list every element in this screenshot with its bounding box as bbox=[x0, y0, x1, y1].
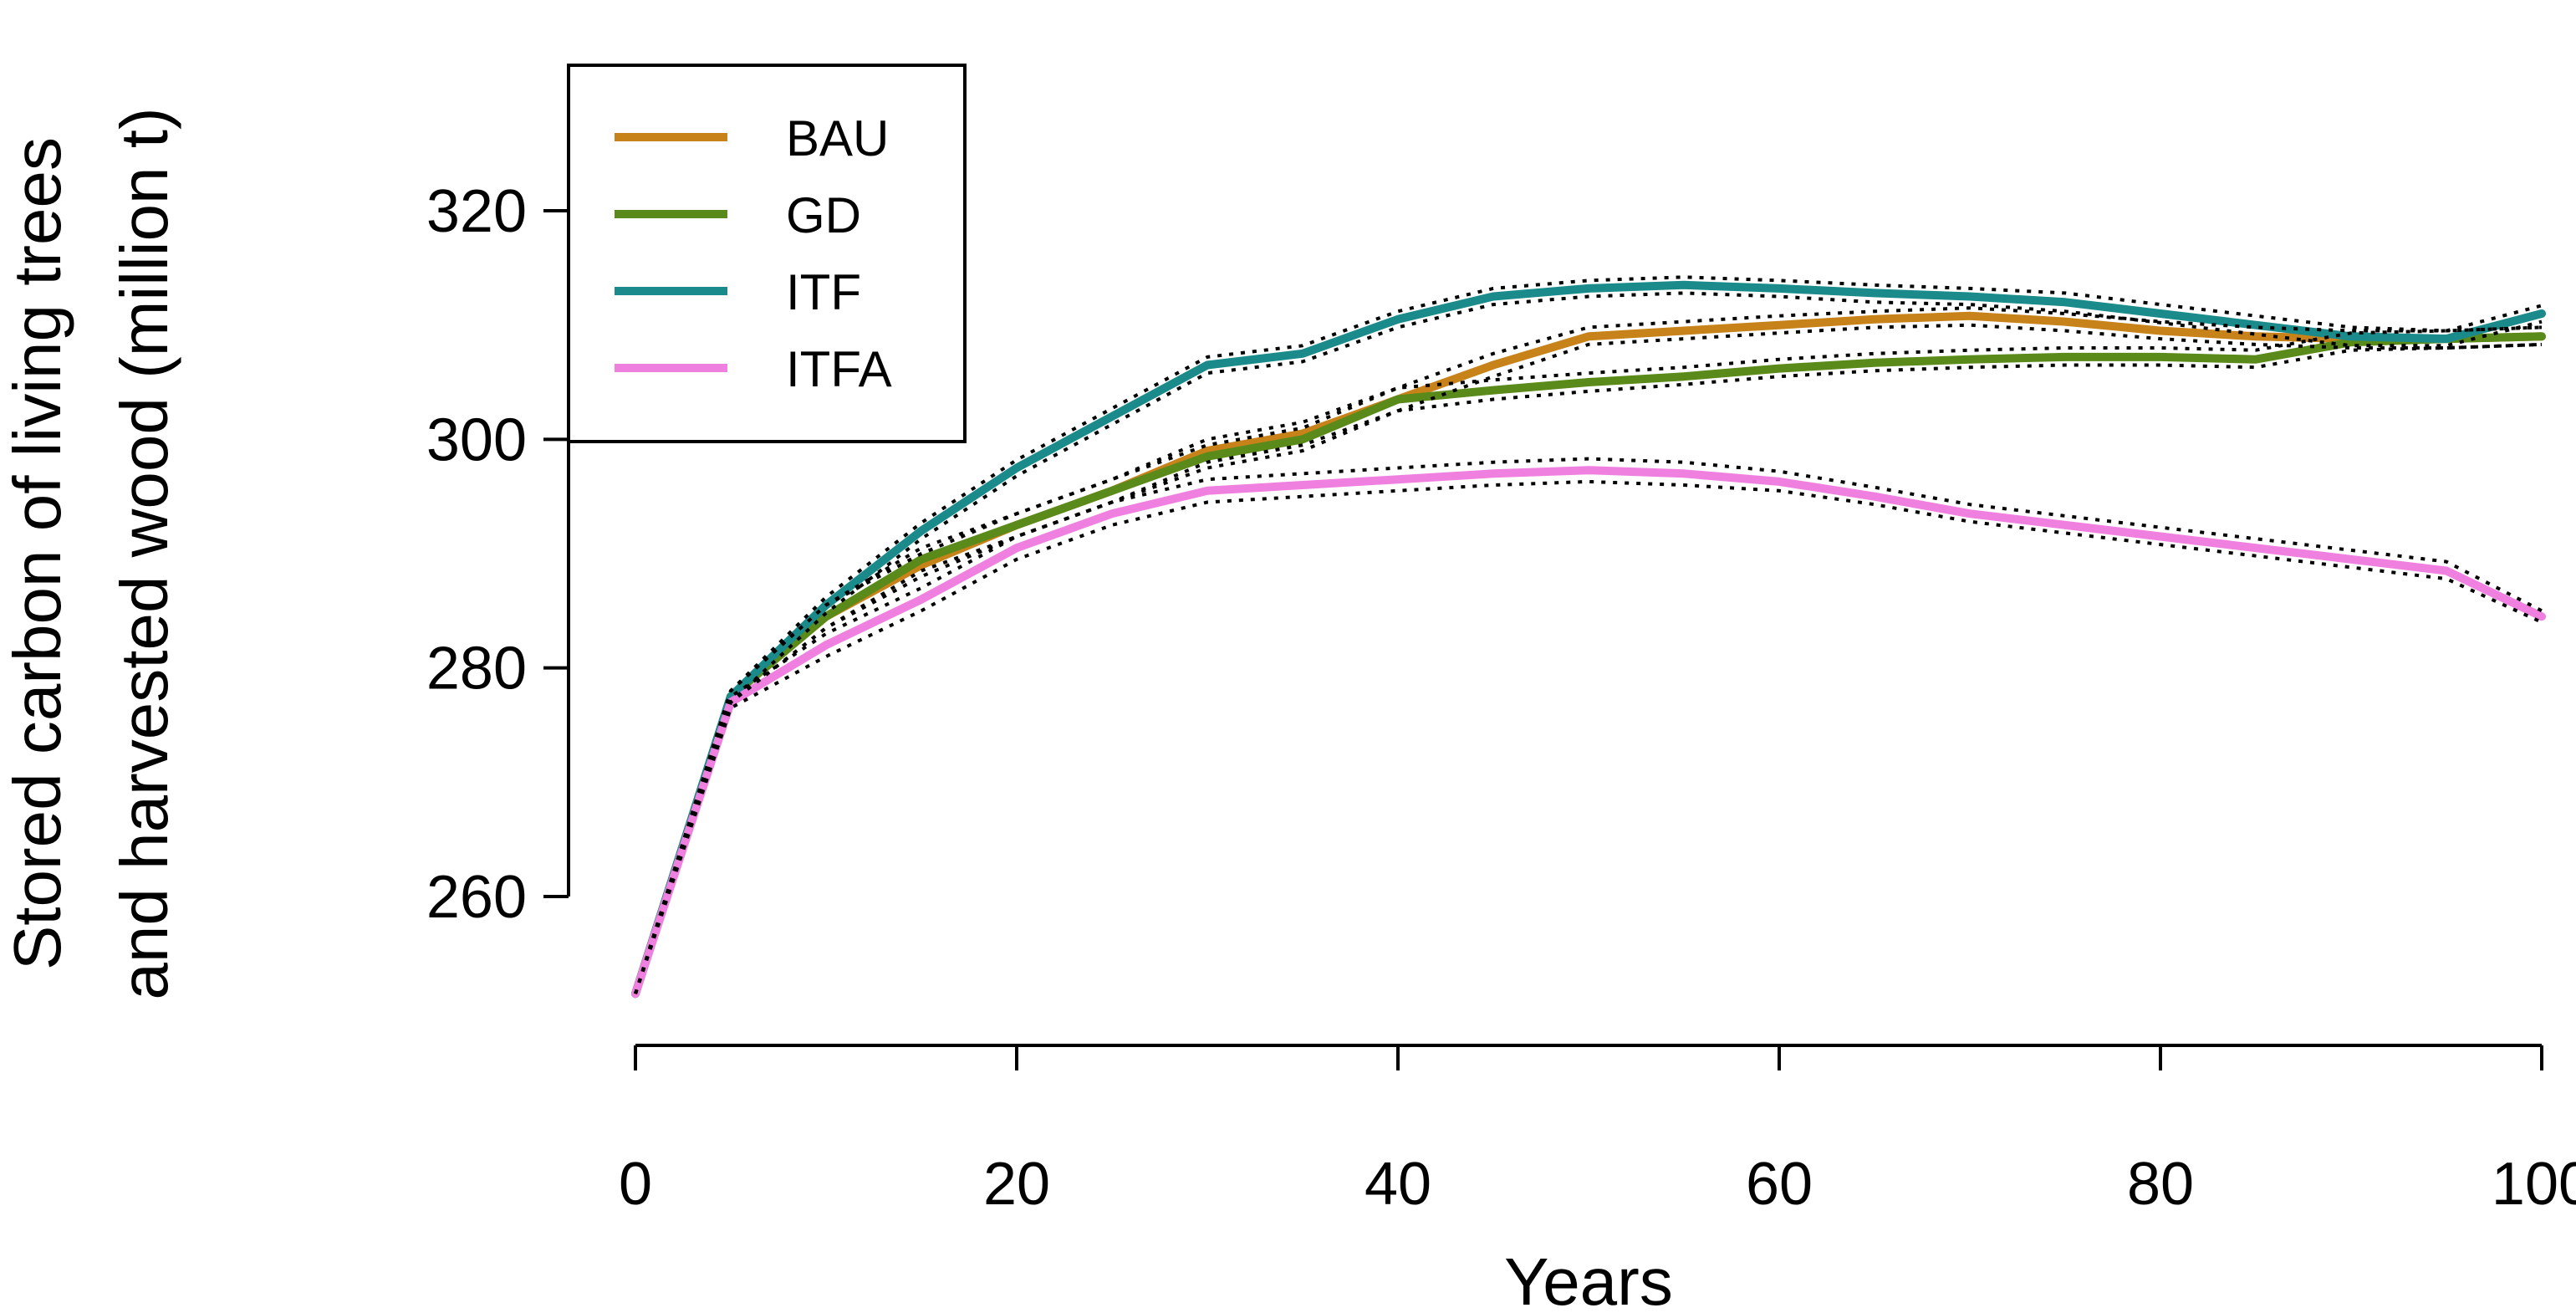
legend: BAU GD ITF ITFA bbox=[567, 64, 967, 443]
series-lower-bound-itfa bbox=[634, 479, 2543, 994]
confidence-bounds-layer bbox=[634, 275, 2543, 994]
legend-label-gd: GD bbox=[786, 187, 861, 243]
legend-label-itf: ITF bbox=[786, 264, 861, 320]
x-tick-label: 60 bbox=[1746, 1151, 1813, 1218]
x-tick-label: 80 bbox=[2127, 1151, 2194, 1218]
x-tick-label: 0 bbox=[619, 1151, 652, 1218]
series-lower-bound-itf bbox=[634, 291, 2543, 994]
series-line-itf bbox=[631, 280, 2546, 999]
x-tick-label: 20 bbox=[983, 1151, 1050, 1218]
y-tick-label: 300 bbox=[426, 406, 527, 473]
legend-box bbox=[567, 64, 967, 443]
y-tick-label: 280 bbox=[426, 636, 527, 702]
x-tick-label: 100 bbox=[2492, 1151, 2576, 1218]
series-lower-bound-bau bbox=[634, 323, 2543, 994]
legend-label-bau: BAU bbox=[786, 110, 889, 166]
legend-label-itfa: ITFA bbox=[786, 341, 892, 397]
y-axis-title-line2: and harvested wood (million t) bbox=[107, 107, 181, 999]
series-upper-bound-bau bbox=[634, 306, 2543, 994]
series-line-gd bbox=[631, 332, 2546, 999]
series-layer bbox=[631, 280, 2546, 999]
x-axis: 0 20 40 60 80 100 bbox=[619, 1044, 2576, 1218]
x-tick-label: 40 bbox=[1365, 1151, 1431, 1218]
series-upper-bound-gd bbox=[634, 325, 2543, 994]
x-axis-title: Years bbox=[1504, 1244, 1673, 1313]
y-axis: 260 280 300 320 bbox=[426, 178, 570, 931]
y-tick-label: 260 bbox=[426, 864, 527, 931]
y-axis-title-line1: Stored carbon of living trees bbox=[0, 137, 74, 970]
series-line-itfa bbox=[631, 466, 2546, 999]
y-tick-label: 320 bbox=[426, 178, 527, 245]
series-upper-bound-itf bbox=[634, 275, 2543, 994]
series-upper-bound-itfa bbox=[634, 457, 2543, 994]
